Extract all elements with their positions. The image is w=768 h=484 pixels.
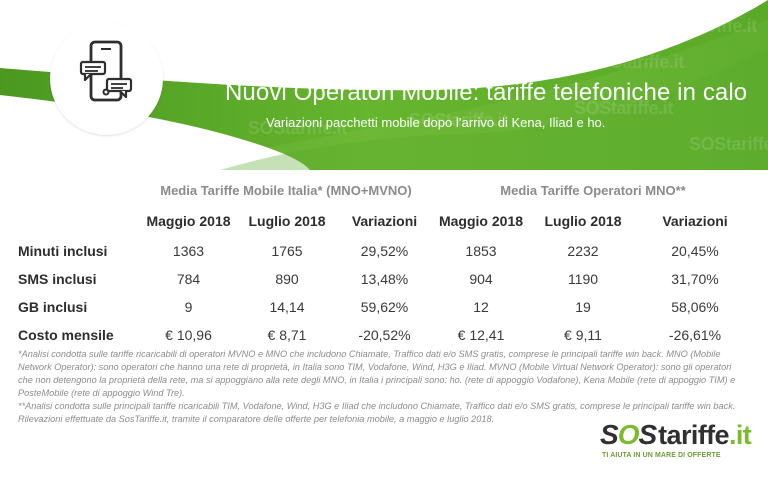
comparison-table-wrap: Media Tariffe Mobile Italia* (MNO+MVNO) … [18,176,754,346]
sub-header-row: Maggio 2018 Luglio 2018 Variazioni Maggi… [18,204,754,237]
column-header: Variazioni [662,212,728,229]
column-header: Luglio 2018 [248,212,326,229]
table-cell: € 10,96 [165,327,212,343]
watermark-text: SOStariffe.it [248,118,347,138]
table-cell: € 8,71 [267,327,307,343]
watermark-text: SOStariffe.it [574,98,673,118]
column-header: Variazioni [351,212,418,229]
footnote-1: *Analisi condotta sulle tariffe ricarica… [18,349,736,398]
brand-word-main: tariffe [658,420,729,450]
watermark-text: SOStariffe.it [188,65,287,85]
table-row: Minuti inclusi 1363 1765 29,52% 1853 223… [18,237,754,265]
hero-title-block: Nuovi Operatori Mobile: tariffe telefoni… [225,79,748,131]
column-header: Luglio 2018 [544,212,622,229]
table-cell: 1190 [567,271,599,287]
table-cell: 9 [184,299,193,315]
smartphone-icon [79,40,133,102]
watermark-text: SOStariffe.it [585,52,684,72]
table-cell: 904 [469,271,493,287]
empty-row-label [18,204,140,237]
table-cell: 1363 [172,243,205,259]
table-cell: 890 [275,271,299,287]
watermark-text: SOStariffe.it [374,61,473,81]
brand-letter-s-right: S [638,419,657,450]
watermark-text: SOStariffe.it [658,16,757,36]
phone-badge [50,22,163,135]
group-header-row: Media Tariffe Mobile Italia* (MNO+MVNO) … [18,176,754,204]
table-cell: € 9,11 [564,327,602,343]
footnote-3: Rilevazioni effettuate da SosTariffe.it,… [18,414,495,424]
table-cell: 14,14 [269,299,305,315]
brand-word: tariffe.it [658,420,752,450]
row-label: GB inclusi [18,299,88,315]
table-cell: 12 [473,299,489,315]
row-label: SMS inclusi [18,271,97,287]
table-cell: 31,70% [671,271,719,287]
footnotes: *Analisi condotta sulle tariffe ricarica… [18,348,748,426]
watermark-text: SOStariffe.it [689,134,768,154]
comparison-table: Media Tariffe Mobile Italia* (MNO+MVNO) … [18,176,754,349]
table-cell: 59,62% [360,299,409,315]
row-label: Minuti inclusi [18,243,108,259]
page-subtitle: Variazioni pacchetti mobile dopo l’arriv… [266,115,606,130]
footnote-2: **Analisi condotta sulle principali tari… [18,401,736,411]
brand-tagline: TI AIUTA IN UN MARE DI OFFERTE [602,452,721,459]
column-header: Maggio 2018 [146,212,231,229]
table-cell: 784 [176,271,201,287]
group-header-mobile-italia: Media Tariffe Mobile Italia* (MNO+MVNO) [160,182,412,198]
row-label: Costo mensile [18,327,114,343]
column-header: Maggio 2018 [438,212,524,229]
brand-logo-block: SOS tariffe.it TI AIUTA IN UN MARE DI OF… [600,419,752,467]
table-cell: -20,52% [358,327,411,343]
table-cell: 2232 [567,243,599,259]
table-cell: -26,61% [668,327,722,343]
hero-banner: SOStariffe.it SOStariffe.it SOStariffe.i… [0,0,768,170]
table-cell: 58,06% [671,299,719,315]
brand-logo: SOS tariffe.it [600,419,752,450]
watermark-text: SOStariffe.it [409,110,508,130]
empty-corner [18,176,140,204]
table-row: Costo mensile € 10,96 € 8,71 -20,52% € 1… [18,321,754,349]
table-cell: 20,45% [671,243,719,259]
brand-sos-letters: SOS [600,419,657,450]
brand-domain-suffix: .it [728,420,752,450]
hero-background [0,0,768,170]
brand-letter-o: O [617,419,640,450]
table-cell: 1853 [465,243,497,259]
table-cell: 19 [575,299,591,315]
table-cell: 13,48% [360,271,409,287]
brand-letter-s-left: S [600,419,619,450]
table-row: SMS inclusi 784 890 13,48% 904 1190 31,7… [18,265,754,293]
table-cell: € 12,41 [457,327,505,343]
table-row: GB inclusi 9 14,14 59,62% 12 19 58,06% [18,293,754,321]
table-cell: 1765 [271,243,303,259]
table-cell: 29,52% [360,243,409,259]
page-title: Nuovi Operatori Mobile: tariffe telefoni… [225,79,748,106]
group-header-operatori-mno: Media Tariffe Operatori MNO** [500,182,686,198]
